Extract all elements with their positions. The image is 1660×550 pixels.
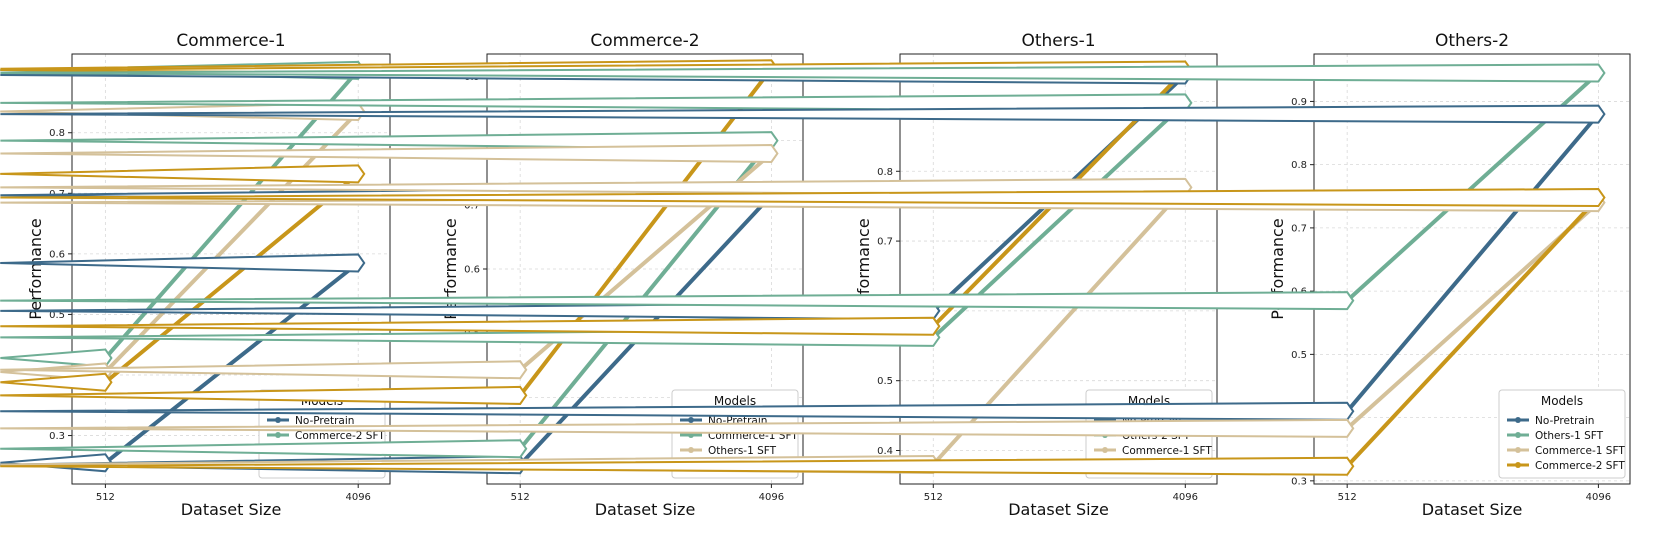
data-point xyxy=(0,253,366,273)
y-axis-label: Performance xyxy=(26,218,45,319)
y-tick-label: 0.6 xyxy=(49,249,65,260)
legend: Models No-Pretrain Others-1 SFT Commerce-1 … xyxy=(1498,389,1626,479)
y-tick-label: 0.3 xyxy=(49,431,65,442)
chart-title: Others-1 xyxy=(1021,31,1095,51)
legend-swatch-marker xyxy=(688,417,694,423)
data-point xyxy=(0,360,528,380)
y-tick-label: 0.7 xyxy=(1291,223,1307,234)
x-tick-label: 512 xyxy=(96,492,115,503)
legend-swatch-marker xyxy=(275,432,281,438)
data-point xyxy=(0,188,1606,208)
y-tick-label: 0.8 xyxy=(49,128,65,139)
legend-title: Models xyxy=(1541,394,1583,408)
y-tick-label: 0.5 xyxy=(49,310,65,321)
legend-entry-label: Others-1 SFT xyxy=(708,445,777,457)
data-point xyxy=(0,291,1355,311)
legend-entry-label: Others-1 SFT xyxy=(1535,430,1604,442)
data-point xyxy=(0,439,528,459)
x-axis-label: Dataset Size xyxy=(181,500,282,519)
legend-box xyxy=(1498,389,1626,479)
plot-frame xyxy=(486,53,804,485)
legend-swatch-marker xyxy=(1102,447,1108,453)
data-point xyxy=(0,418,1355,438)
chart-title: Others-2 xyxy=(1435,31,1509,51)
series-line-4 xyxy=(103,171,361,385)
legend-entry-label: Commerce-1 SFT xyxy=(1535,445,1625,457)
y-tick-label: 0.5 xyxy=(877,376,893,387)
plot-frame xyxy=(1313,53,1631,485)
data-point xyxy=(0,385,528,405)
legend-swatch-marker xyxy=(275,417,281,423)
x-tick-label: 4096 xyxy=(759,492,784,503)
x-tick-label: 512 xyxy=(511,492,530,503)
x-tick-label: 512 xyxy=(1338,492,1357,503)
y-tick-label: 0.8 xyxy=(1291,160,1307,171)
data-point xyxy=(0,63,1606,83)
x-axis-label: Dataset Size xyxy=(1422,500,1523,519)
y-tick-label: 0.3 xyxy=(1291,476,1307,487)
x-axis-label: Dataset Size xyxy=(1008,500,1109,519)
x-tick-label: 4096 xyxy=(345,492,370,503)
y-tick-label: 0.8 xyxy=(877,167,893,178)
series-line-4 xyxy=(1345,195,1601,469)
y-tick-label: 0.9 xyxy=(1291,97,1307,108)
legend-swatch-marker xyxy=(1515,462,1521,468)
legend-entry-label: Commerce-2 SFT xyxy=(1535,460,1625,472)
x-tick-label: 4096 xyxy=(1173,492,1198,503)
legend-swatch-marker xyxy=(1515,447,1521,453)
y-axis-label: Performance xyxy=(441,218,460,319)
legend-entry-label: No-Pretrain xyxy=(1535,415,1594,427)
legend-entry-label: Commerce-1 SFT xyxy=(1122,445,1212,457)
y-tick-label: 0.5 xyxy=(1291,350,1307,361)
legend-entry-label: No-Pretrain xyxy=(295,415,354,427)
x-tick-label: 512 xyxy=(924,492,943,503)
series-line-1 xyxy=(1345,112,1601,414)
legend-swatch-marker xyxy=(1515,417,1521,423)
chart-panel-4: 0.3 0.4 0.5 0.6 0.7 0.8 0.9 512 4096 Others-2 Data… xyxy=(0,31,1631,519)
legend-title: Models xyxy=(714,394,756,408)
chart-title: Commerce-2 xyxy=(590,31,699,51)
data-point xyxy=(0,164,366,184)
data-point xyxy=(0,143,779,163)
y-tick-label: 0.4 xyxy=(877,446,893,457)
y-tick-label: 0.6 xyxy=(464,265,480,276)
x-axis-label: Dataset Size xyxy=(595,500,696,519)
y-tick-label: 0.7 xyxy=(877,237,893,248)
data-point xyxy=(0,372,113,392)
legend-entry-label: Commerce-2 SFT xyxy=(295,430,385,442)
data-point xyxy=(0,104,1606,124)
plot-frame xyxy=(899,53,1218,485)
legend-swatch-marker xyxy=(688,447,694,453)
legend-swatch-marker xyxy=(1515,432,1521,438)
plot-frame xyxy=(71,53,391,485)
data-point xyxy=(0,316,941,336)
data-point xyxy=(0,456,1355,476)
x-tick-label: 4096 xyxy=(1586,492,1611,503)
chart-title: Commerce-1 xyxy=(176,31,285,51)
